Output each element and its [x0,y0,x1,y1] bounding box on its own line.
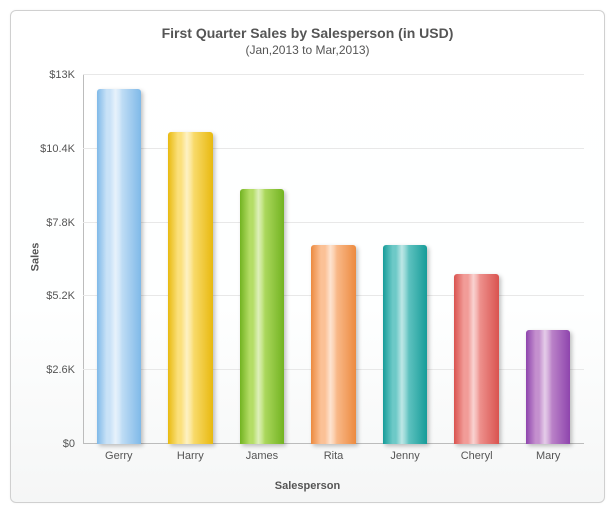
y-axis-line [83,75,84,444]
y-tick-label: $7.8K [46,217,75,229]
y-tick-label: $5.2K [46,290,75,302]
x-tick-label: Jenny [390,450,419,462]
bar[interactable] [383,245,427,444]
x-tick-label: Cheryl [461,450,493,462]
x-tick-label: Harry [177,450,204,462]
bar[interactable] [240,189,284,444]
y-tick-label: $2.6K [46,364,75,376]
y-tick-label: $13K [49,69,75,81]
plot-area: $0$2.6K$5.2K$7.8K$10.4K$13KGerryHarryJam… [83,75,584,444]
x-tick-label: Rita [324,450,344,462]
x-tick-label: James [246,450,278,462]
chart-container: First Quarter Sales by Salesperson (in U… [10,10,605,503]
gridline [83,222,584,223]
bar[interactable] [454,274,498,444]
bar[interactable] [97,89,141,444]
x-axis-title: Salesperson [11,480,604,492]
gridline [83,148,584,149]
bar[interactable] [168,132,212,444]
y-axis-title: Sales [29,242,41,271]
y-tick-label: $0 [63,438,75,450]
y-tick-label: $10.4K [40,143,75,155]
bar[interactable] [526,330,570,444]
chart-title: First Quarter Sales by Salesperson (in U… [11,11,604,41]
x-tick-label: Gerry [105,450,133,462]
chart-subtitle: (Jan,2013 to Mar,2013) [11,43,604,57]
gridline [83,74,584,75]
bar[interactable] [311,245,355,444]
x-tick-label: Mary [536,450,560,462]
